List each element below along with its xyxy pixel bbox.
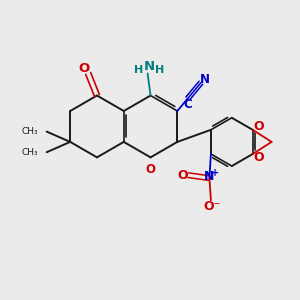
Text: O: O	[177, 169, 188, 182]
Text: H: H	[155, 65, 165, 75]
Text: CH₃: CH₃	[22, 148, 38, 157]
Text: O: O	[254, 151, 265, 164]
Text: H: H	[134, 65, 143, 75]
Text: N: N	[143, 60, 155, 73]
Text: N: N	[200, 73, 210, 86]
Text: +: +	[211, 168, 219, 178]
Text: O⁻: O⁻	[204, 200, 221, 213]
Text: O: O	[78, 61, 89, 75]
Text: O: O	[254, 120, 265, 133]
Text: N: N	[204, 170, 214, 183]
Text: C: C	[183, 98, 192, 111]
Text: CH₃: CH₃	[22, 127, 38, 136]
Text: O: O	[146, 163, 155, 176]
